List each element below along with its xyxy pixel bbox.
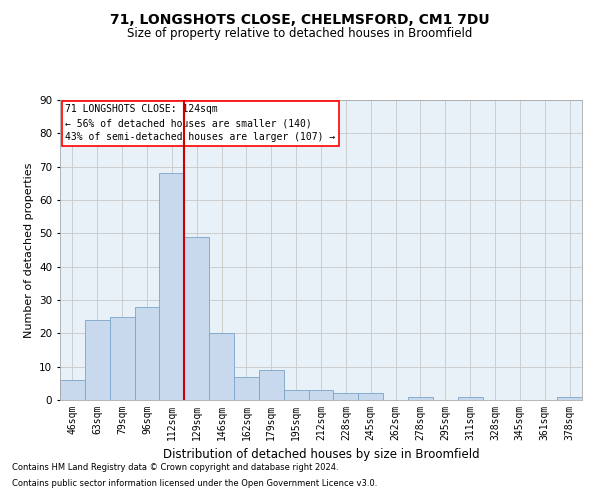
Bar xyxy=(85,320,110,400)
Bar xyxy=(358,394,383,400)
Text: 71 LONGSHOTS CLOSE: 124sqm
← 56% of detached houses are smaller (140)
43% of sem: 71 LONGSHOTS CLOSE: 124sqm ← 56% of deta… xyxy=(65,104,335,142)
Bar xyxy=(557,396,582,400)
Text: Size of property relative to detached houses in Broomfield: Size of property relative to detached ho… xyxy=(127,28,473,40)
Bar xyxy=(408,396,433,400)
Bar xyxy=(209,334,234,400)
Bar xyxy=(458,396,482,400)
Bar xyxy=(234,376,259,400)
Y-axis label: Number of detached properties: Number of detached properties xyxy=(23,162,34,338)
Text: Contains HM Land Registry data © Crown copyright and database right 2024.: Contains HM Land Registry data © Crown c… xyxy=(12,464,338,472)
Bar xyxy=(334,394,358,400)
Text: 71, LONGSHOTS CLOSE, CHELMSFORD, CM1 7DU: 71, LONGSHOTS CLOSE, CHELMSFORD, CM1 7DU xyxy=(110,12,490,26)
Bar xyxy=(110,316,134,400)
Bar xyxy=(160,174,184,400)
Bar xyxy=(60,380,85,400)
Bar xyxy=(308,390,334,400)
Bar xyxy=(134,306,160,400)
Text: Contains public sector information licensed under the Open Government Licence v3: Contains public sector information licen… xyxy=(12,478,377,488)
Bar xyxy=(284,390,308,400)
X-axis label: Distribution of detached houses by size in Broomfield: Distribution of detached houses by size … xyxy=(163,448,479,462)
Bar xyxy=(259,370,284,400)
Bar xyxy=(184,236,209,400)
